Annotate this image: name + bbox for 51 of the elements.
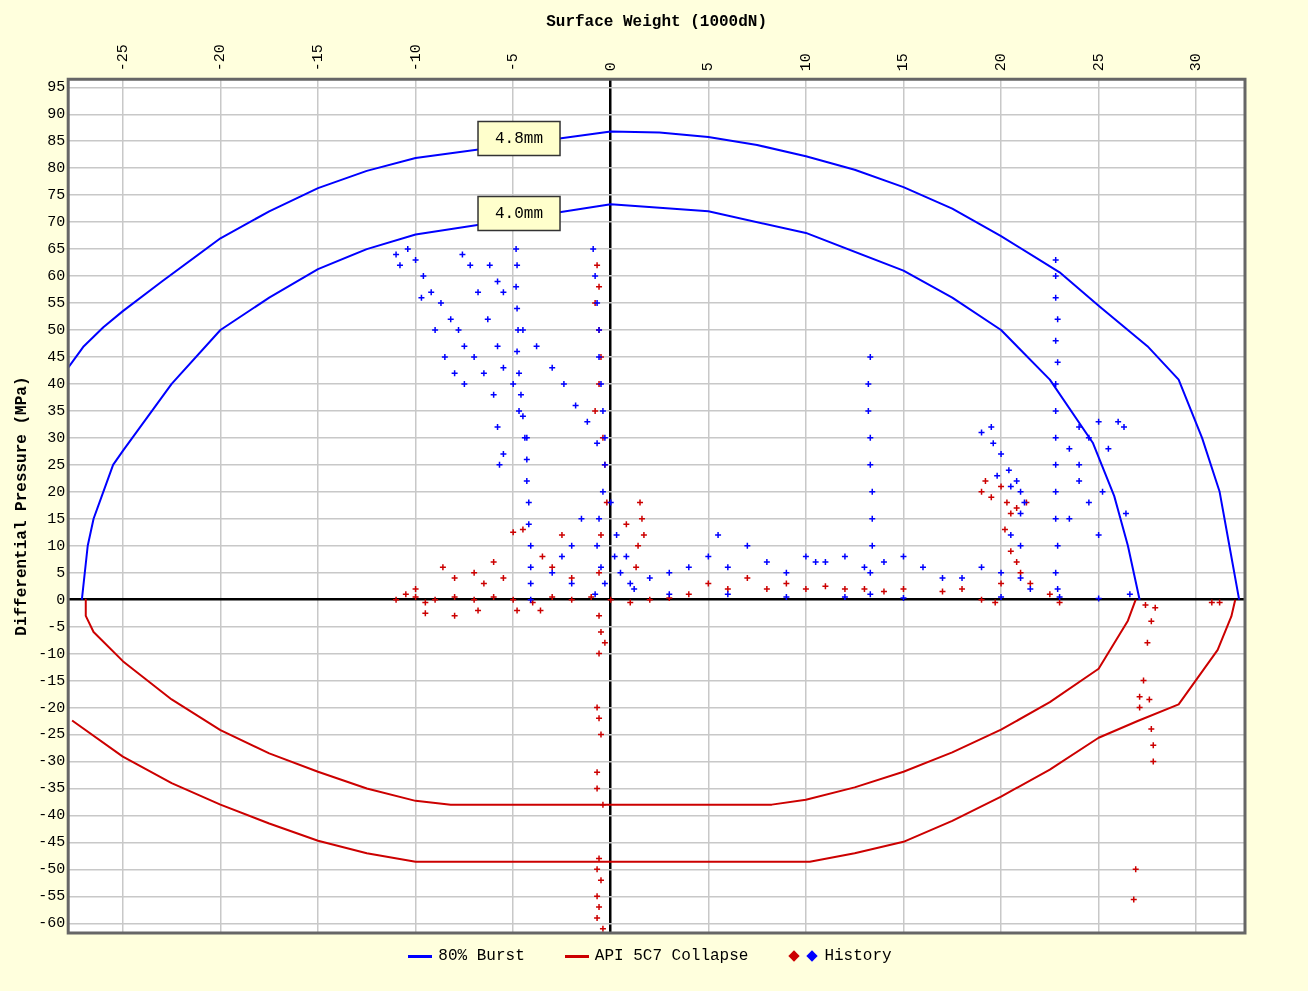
y-tick-label: 20 <box>47 483 66 501</box>
x-tick-label: 5 <box>700 62 718 72</box>
y-tick-label: 10 <box>47 537 66 555</box>
y-tick-label: -20 <box>38 699 66 717</box>
y-tick-label: -40 <box>38 807 66 825</box>
y-tick-label: 55 <box>47 295 66 312</box>
annotation: 4.0mm <box>495 204 544 223</box>
y-tick-label: 95 <box>47 79 66 97</box>
y-tick-label: -60 <box>38 915 66 933</box>
x-tick-label: -10 <box>407 44 425 72</box>
y-axis-title: Differential Pressure (MPa) <box>12 376 31 636</box>
y-tick-label: 80 <box>47 160 66 178</box>
y-tick-label: 45 <box>47 348 66 366</box>
x-tick-label: 10 <box>797 53 815 72</box>
y-tick-label: 0 <box>56 591 66 609</box>
x-tick-label: -15 <box>309 44 327 72</box>
y-tick-label: 65 <box>47 241 66 259</box>
y-tick-label: 90 <box>47 106 66 124</box>
y-tick-label: 15 <box>47 510 66 528</box>
y-tick-label: -55 <box>38 888 66 906</box>
y-tick-label: 5 <box>56 564 66 582</box>
x-tick-label: 30 <box>1188 53 1206 72</box>
legend-label: 80% Burst <box>438 947 525 965</box>
y-tick-label: -35 <box>38 780 66 798</box>
y-tick-label: -45 <box>38 834 66 852</box>
y-tick-label: -15 <box>38 672 66 690</box>
y-tick-label: 70 <box>47 214 66 232</box>
y-tick-label: -10 <box>38 645 66 663</box>
y-tick-label: 25 <box>47 456 66 474</box>
x-tick-label: 25 <box>1090 53 1108 72</box>
y-tick-label: -5 <box>47 618 66 636</box>
y-tick-label: 75 <box>47 187 66 205</box>
legend-label: History <box>824 947 892 965</box>
x-tick-label: -25 <box>114 44 132 72</box>
x-tick-label: 0 <box>602 62 620 72</box>
y-tick-label: -25 <box>38 726 66 744</box>
annotation: 4.8mm <box>495 129 544 148</box>
y-tick-label: 60 <box>47 268 66 286</box>
x-axis-title: Surface Weight (1000dN) <box>546 12 768 31</box>
y-tick-label: -50 <box>38 861 66 879</box>
x-tick-label: -5 <box>505 53 523 72</box>
y-tick-label: -30 <box>38 753 66 771</box>
x-tick-label: -20 <box>212 44 230 72</box>
y-tick-label: 35 <box>47 402 66 420</box>
legend-label: API 5C7 Collapse <box>594 947 749 965</box>
y-tick-label: 30 <box>47 429 66 447</box>
y-tick-label: 40 <box>47 375 66 393</box>
x-tick-label: 15 <box>895 53 913 72</box>
x-tick-label: 20 <box>993 53 1011 72</box>
y-tick-label: 50 <box>47 321 66 339</box>
y-tick-label: 85 <box>47 133 66 151</box>
